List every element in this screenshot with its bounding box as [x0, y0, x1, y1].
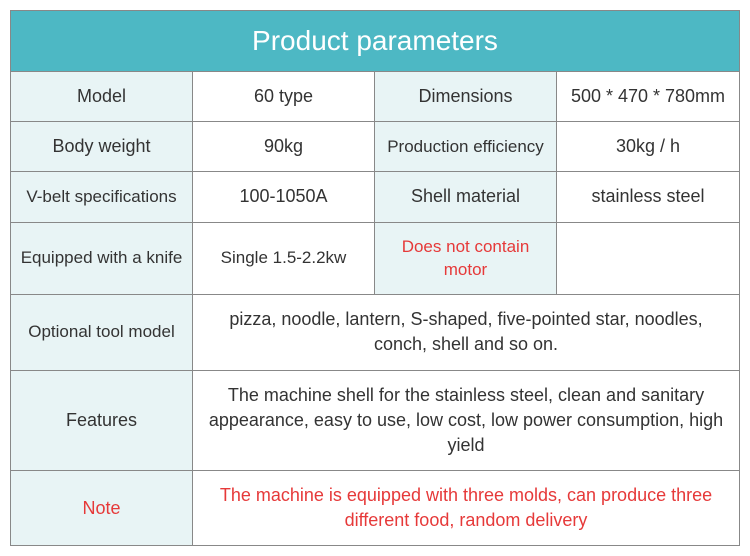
cell-production-value: 30kg / h	[557, 122, 739, 171]
cell-dimensions-label: Dimensions	[375, 72, 557, 121]
cell-tool-label: Optional tool model	[11, 295, 193, 369]
cell-bodyweight-value: 90kg	[193, 122, 375, 171]
table-title: Product parameters	[11, 11, 739, 72]
cell-knife-label: Equipped with a knife	[11, 223, 193, 295]
cell-model-value: 60 type	[193, 72, 375, 121]
cell-shell-value: stainless steel	[557, 172, 739, 221]
cell-shell-label: Shell material	[375, 172, 557, 221]
table-row: Features The machine shell for the stain…	[11, 371, 739, 472]
table-row: Model 60 type Dimensions 500 * 470 * 780…	[11, 72, 739, 122]
cell-vbelt-label: V-belt specifications	[11, 172, 193, 221]
table-row: Note The machine is equipped with three …	[11, 471, 739, 545]
product-parameters-table: Product parameters Model 60 type Dimensi…	[10, 10, 740, 546]
cell-features-value: The machine shell for the stainless stee…	[193, 371, 739, 471]
cell-dimensions-value: 500 * 470 * 780mm	[557, 72, 739, 121]
cell-features-label: Features	[11, 371, 193, 471]
table-row: Body weight 90kg Production efficiency 3…	[11, 122, 739, 172]
cell-motor-warning: Does not contain motor	[375, 223, 557, 295]
cell-model-label: Model	[11, 72, 193, 121]
table-row: Equipped with a knife Single 1.5-2.2kw D…	[11, 223, 739, 296]
cell-vbelt-value: 100-1050A	[193, 172, 375, 221]
table-row: V-belt specifications 100-1050A Shell ma…	[11, 172, 739, 222]
cell-note-label: Note	[11, 471, 193, 545]
cell-bodyweight-label: Body weight	[11, 122, 193, 171]
cell-empty	[557, 223, 739, 295]
cell-knife-value: Single 1.5-2.2kw	[193, 223, 375, 295]
cell-production-label: Production efficiency	[375, 122, 557, 171]
cell-note-value: The machine is equipped with three molds…	[193, 471, 739, 545]
table-row: Optional tool model pizza, noodle, lante…	[11, 295, 739, 370]
cell-tool-value: pizza, noodle, lantern, S-shaped, five-p…	[193, 295, 739, 369]
